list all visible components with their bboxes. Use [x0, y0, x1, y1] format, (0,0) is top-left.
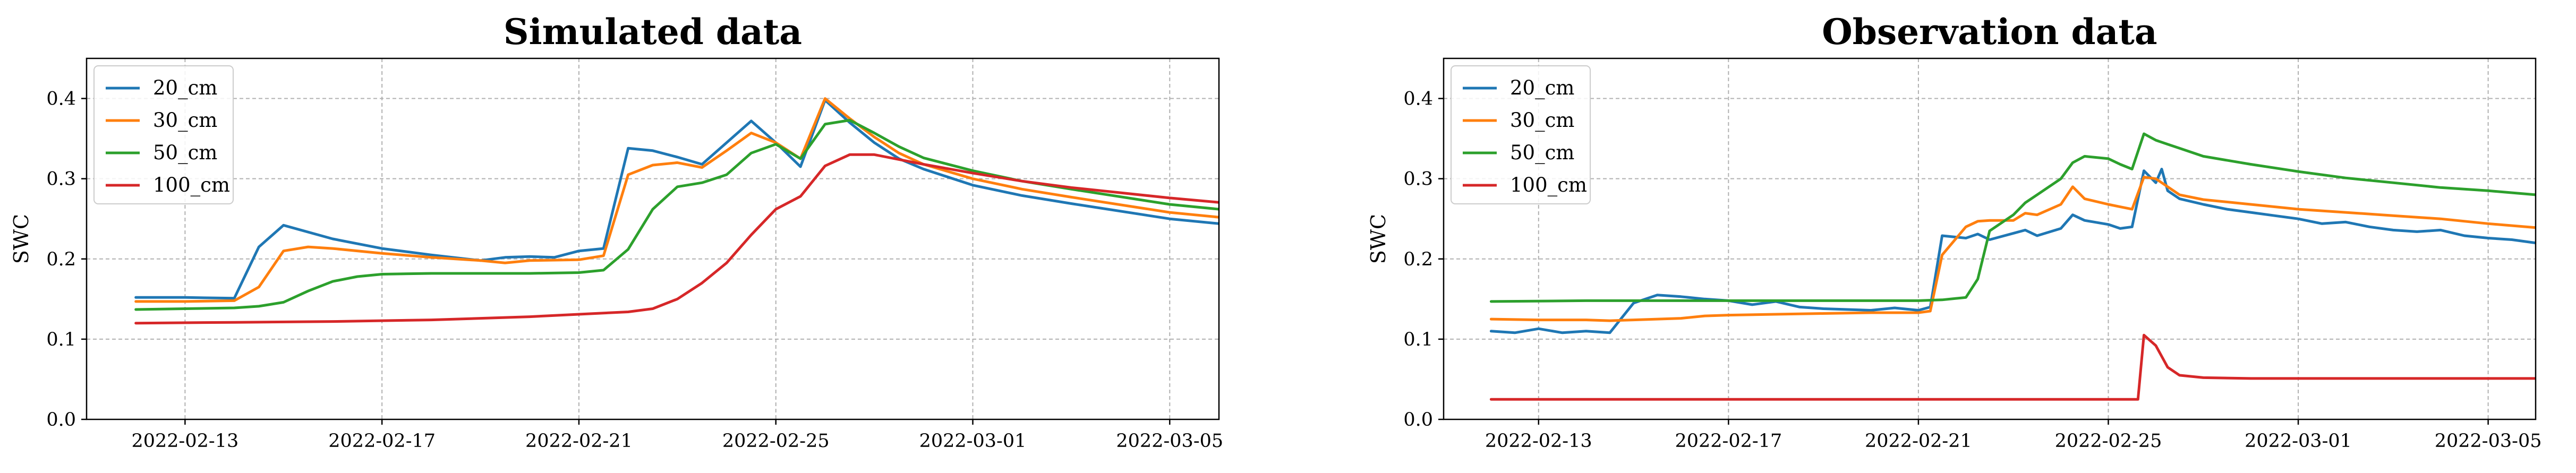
y-tick-label: 0.0 — [1403, 409, 1433, 431]
chart-panel-simulated: 2022-02-13 2022-02-17 2022-02-21 2022-02-25… — [10, 11, 1223, 452]
y-tick-label: 0.2 — [1403, 249, 1433, 270]
x-tick-label: 2022-02-25 — [2055, 431, 2162, 452]
series-line-50_cm — [134, 118, 1219, 311]
x-tick-label: 2022-02-21 — [525, 431, 633, 452]
legend-box — [93, 65, 234, 204]
legend-label-100_cm: 100_cm — [1510, 174, 1587, 197]
legend: 20_cm 30_cm 50_cm 100_cm — [1451, 65, 1591, 204]
x-tick-label: 2022-03-01 — [2245, 431, 2352, 452]
x-tick-label: 2022-02-17 — [328, 431, 436, 452]
legend-label-50_cm: 50_cm — [1510, 141, 1574, 165]
legend: 20_cm 30_cm 50_cm 100_cm — [93, 65, 234, 204]
y-tick-label: 0.1 — [46, 329, 76, 350]
chart-title: Simulated data — [504, 11, 802, 53]
plot-frame — [1443, 57, 2537, 420]
x-tick-label: 2022-03-01 — [919, 431, 1027, 452]
x-tick-label: 2022-02-13 — [131, 431, 238, 452]
series-line-100_cm — [1489, 333, 2536, 401]
x-tick-label: 2022-02-21 — [1865, 431, 1972, 452]
legend-label-30_cm: 30_cm — [1510, 109, 1574, 132]
chart-title: Observation data — [1822, 11, 2157, 53]
y-tick-label: 0.3 — [46, 169, 76, 190]
series-line-100_cm — [134, 153, 1219, 325]
series-line-20_cm — [134, 99, 1219, 300]
y-tick-label: 0.4 — [46, 89, 76, 110]
y-tick-label: 0.0 — [46, 409, 76, 431]
x-tick-label: 2022-02-25 — [722, 431, 830, 452]
series-line-20_cm — [1489, 168, 2536, 334]
y-tick-label: 0.1 — [1403, 329, 1433, 350]
y-axis-label: SWC — [1367, 214, 1390, 264]
x-tick-label: 2022-02-17 — [1675, 431, 1782, 452]
legend-box — [1451, 65, 1591, 204]
legend-label-20_cm: 20_cm — [1510, 76, 1574, 100]
series-line-30_cm — [1489, 176, 2536, 322]
legend-label-100_cm: 100_cm — [153, 174, 230, 197]
y-tick-label: 0.2 — [46, 249, 76, 270]
y-tick-label: 0.3 — [1403, 169, 1433, 190]
legend-label-20_cm: 20_cm — [153, 76, 217, 100]
legend-label-50_cm: 50_cm — [153, 141, 217, 165]
x-tick-label: 2022-03-05 — [1116, 431, 1223, 452]
series-line-30_cm — [134, 97, 1219, 303]
x-tick-label: 2022-02-13 — [1485, 431, 1592, 452]
chart-panel-observation: 2022-02-13 2022-02-17 2022-02-21 2022-02-25… — [1367, 11, 2542, 452]
series-line-50_cm — [1489, 132, 2536, 303]
plot-frame — [86, 57, 1220, 420]
x-tick-label: 2022-03-05 — [2435, 431, 2542, 452]
y-axis-label: SWC — [10, 214, 33, 264]
legend-label-30_cm: 30_cm — [153, 109, 217, 132]
y-tick-label: 0.4 — [1403, 89, 1433, 110]
